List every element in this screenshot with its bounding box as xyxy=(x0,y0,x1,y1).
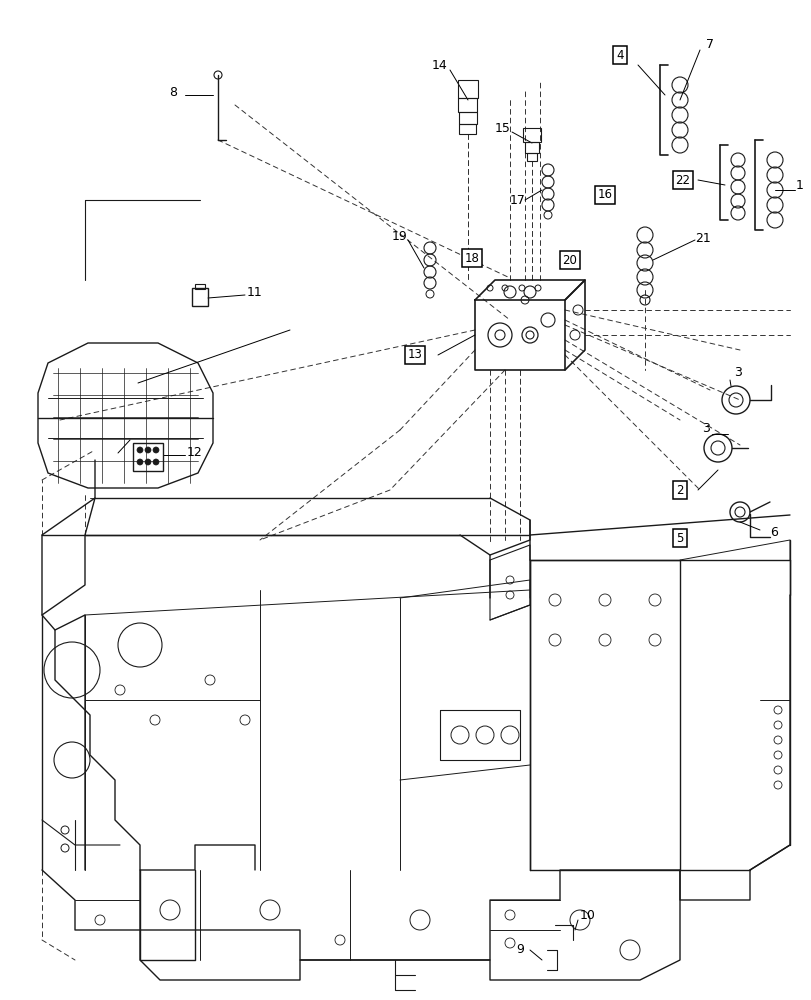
Text: 21: 21 xyxy=(694,232,710,244)
Bar xyxy=(195,284,204,289)
Text: 12: 12 xyxy=(187,446,203,458)
Text: 15: 15 xyxy=(495,122,510,135)
Bar xyxy=(526,153,536,161)
Bar xyxy=(525,142,539,153)
Bar xyxy=(522,128,540,142)
Text: 3: 3 xyxy=(733,365,741,378)
Bar xyxy=(458,98,477,112)
Text: 3: 3 xyxy=(702,422,709,434)
Text: 22: 22 xyxy=(675,174,689,187)
Text: 6: 6 xyxy=(769,526,777,540)
Text: 10: 10 xyxy=(579,909,595,922)
Text: 2: 2 xyxy=(676,484,683,496)
Text: 8: 8 xyxy=(169,86,177,99)
Bar xyxy=(457,80,478,98)
Text: 7: 7 xyxy=(705,38,713,51)
Text: 14: 14 xyxy=(431,59,448,72)
Text: 9: 9 xyxy=(516,943,523,956)
Circle shape xyxy=(152,447,159,453)
Text: 18: 18 xyxy=(464,251,478,264)
Circle shape xyxy=(145,447,151,453)
Text: 20: 20 xyxy=(562,253,577,266)
Text: 16: 16 xyxy=(597,188,611,202)
Text: 11: 11 xyxy=(247,286,263,298)
Text: 1: 1 xyxy=(795,179,803,192)
Bar xyxy=(133,443,163,471)
Circle shape xyxy=(137,459,143,465)
Text: 4: 4 xyxy=(616,49,623,62)
Circle shape xyxy=(137,447,143,453)
Bar xyxy=(191,288,208,306)
Bar xyxy=(458,112,476,124)
Text: 5: 5 xyxy=(676,532,683,544)
Text: 19: 19 xyxy=(392,231,407,243)
Text: 17: 17 xyxy=(509,194,526,207)
Circle shape xyxy=(145,459,151,465)
Circle shape xyxy=(152,459,159,465)
Text: 13: 13 xyxy=(407,349,422,361)
Bar xyxy=(459,124,476,134)
